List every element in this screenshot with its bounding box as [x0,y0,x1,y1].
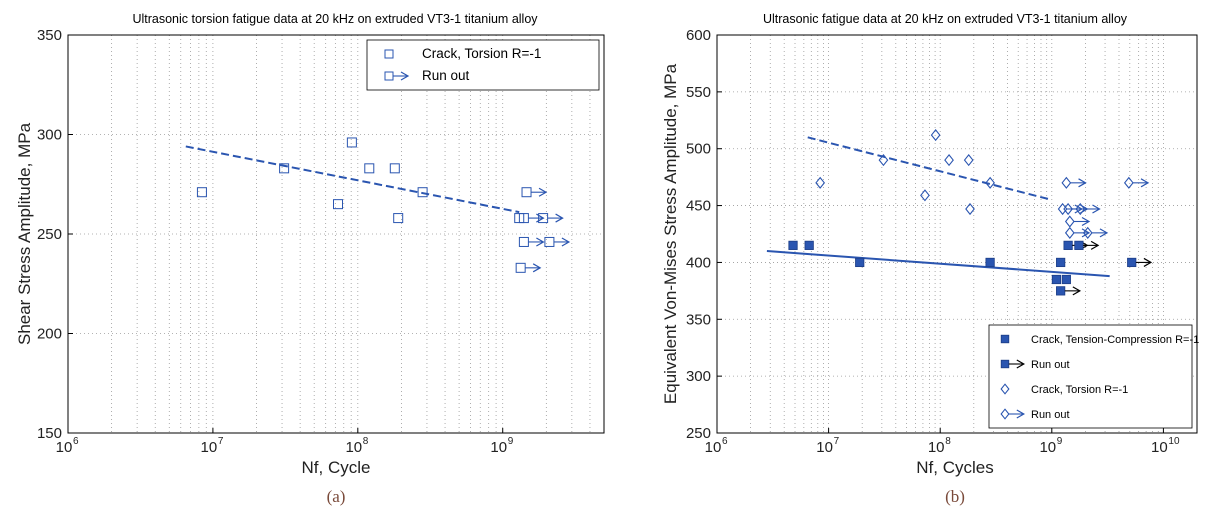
chart-b-y-tick-label: 250 [686,425,711,442]
chart-b-points [789,130,1151,295]
chart-b-point [986,258,994,266]
chart-b-title: Ultrasonic fatigue data at 20 kHz on ext… [763,12,1128,26]
chart-a-y-tick-label: 150 [37,425,62,442]
chart-b-y-tick-label: 550 [686,84,711,101]
chart-a-point [394,214,403,223]
chart-a: Ultrasonic torsion fatigue data at 20 kH… [15,12,604,506]
chart-a-x-ticks: 10 6 10 7 10 8 10 9 [56,428,514,456]
chart-a-y-tick-label: 300 [37,127,62,144]
chart-b-legend-label: Crack, Torsion R=-1 [1031,384,1128,396]
chart-b-y-tick-label: 450 [686,198,711,215]
chart-b-y-axis-label: Equivalent Von-Mises Stress Amplitude, M… [661,63,680,404]
chart-b-point [856,258,864,266]
chart-b-x-tick-exponent: 7 [834,436,840,447]
chart-b-point [966,204,974,214]
chart-b-y-tick-label: 500 [686,141,711,158]
chart-b-legend: Crack, Tension-Compression R=-1 Run out Cr… [989,325,1199,428]
chart-b-point [921,190,929,200]
chart-b-point [1125,178,1133,188]
chart-b-point [1128,258,1136,266]
chart-b-legend-marker [1001,335,1009,343]
chart-a-point [519,237,528,246]
chart-a-point [347,138,356,147]
chart-b-x-tick-exponent: 9 [1057,436,1063,447]
chart-b-legend-label: Crack, Tension-Compression R=-1 [1031,334,1199,346]
chart-b-x-tick-label: 10 [928,439,945,456]
chart-a-point [516,263,525,272]
chart-b-y-tick-label: 600 [686,27,711,44]
chart-a-y-tick-label: 350 [37,27,62,44]
chart-b-x-ticks: 10 6 10 7 10 8 10 9 10 10 [705,428,1180,456]
chart-b-point [816,178,824,188]
chart-a-x-tick-exponent: 8 [363,436,369,447]
chart-a-trend-lines [186,146,519,212]
chart-b-point [1056,287,1064,295]
chart-b-legend-marker [1001,360,1009,368]
chart-a-x-tick-label: 10 [490,439,507,456]
chart-b-x-tick-label: 10 [1151,439,1168,456]
chart-b-x-tick-exponent: 6 [722,436,728,447]
chart-b-y-tick-label: 300 [686,368,711,385]
chart-a-y-tick-label: 250 [37,226,62,243]
chart-b-point [1062,275,1070,283]
chart-a-legend-label: Run out [422,68,470,83]
chart-a-point [365,164,374,173]
chart-b-point [789,241,797,249]
chart-b-point [945,155,953,165]
chart-a-y-tick-label: 200 [37,326,62,343]
chart-b-point [1066,228,1074,238]
chart-b-x-tick-exponent: 10 [1168,436,1180,447]
chart-b-point [931,130,939,140]
chart-b-legend-label: Run out [1031,409,1070,421]
chart-a-x-tick-exponent: 9 [508,436,514,447]
chart-a-x-axis-label: Nf, Cycle [302,458,371,477]
chart-b: Ultrasonic fatigue data at 20 kHz on ext… [661,12,1199,506]
chart-a-legend: Crack, Torsion R=-1 Run out [367,40,599,90]
chart-a-x-tick-exponent: 6 [73,436,79,447]
chart-b-x-tick-label: 10 [1039,439,1056,456]
chart-a-points [197,138,568,272]
chart-b-point [1052,275,1060,283]
chart-b-point [1062,178,1070,188]
chart-a-legend-label: Crack, Torsion R=-1 [422,46,541,61]
chart-a-trend-line-dashed [186,146,519,212]
chart-a-point [334,200,343,209]
chart-b-point [1066,216,1074,226]
chart-a-point [545,237,554,246]
chart-a-x-tick-exponent: 7 [218,436,224,447]
chart-a-x-tick-label: 10 [201,439,218,456]
chart-b-point [1064,241,1072,249]
chart-b-trend-line-dashed [808,137,1052,200]
chart-a-y-axis-label: Shear Stress Amplitude, MPa [15,122,34,345]
chart-b-point [805,241,813,249]
chart-b-point [1075,241,1083,249]
chart-b-panel-label: (b) [945,487,965,506]
chart-b-point [965,155,973,165]
chart-a-grid [68,35,604,433]
chart-a-title: Ultrasonic torsion fatigue data at 20 kH… [132,12,538,26]
chart-a-panel-label: (a) [327,487,346,506]
chart-b-legend-label: Run out [1031,359,1070,371]
chart-b-x-tick-label: 10 [816,439,833,456]
chart-a-point [522,188,531,197]
chart-b-trend-lines [767,137,1110,276]
chart-a-point [390,164,399,173]
chart-b-x-axis-label: Nf, Cycles [916,458,993,477]
chart-b-x-tick-exponent: 8 [945,436,951,447]
chart-a-x-tick-label: 10 [345,439,362,456]
chart-b-y-tick-label: 350 [686,311,711,328]
chart-b-y-tick-label: 400 [686,254,711,271]
chart-b-point [1056,258,1064,266]
